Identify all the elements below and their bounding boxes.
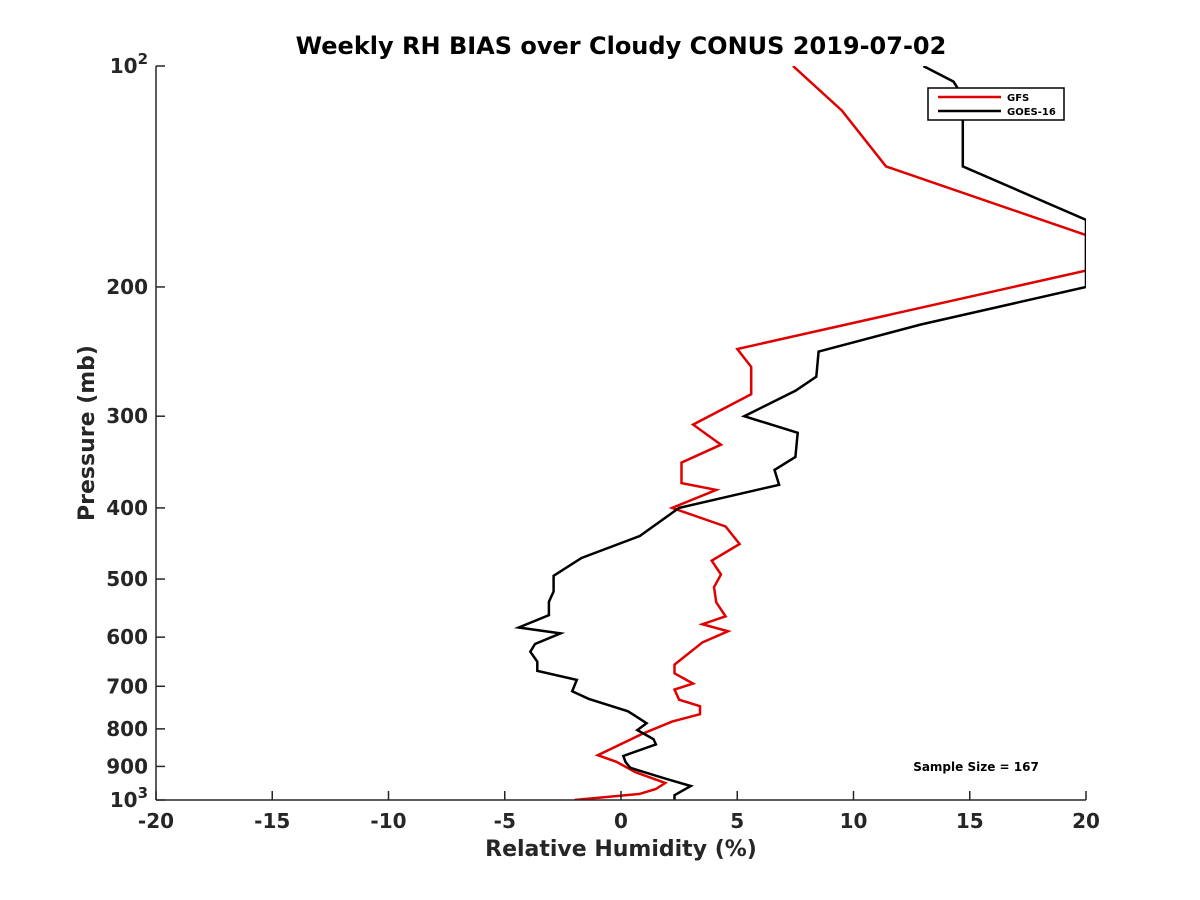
sample-size-annotation: Sample Size = 167 xyxy=(913,760,1039,774)
series-layer xyxy=(513,66,1086,800)
plot-area: -20 -15 -10 -5 0 5 10 15 20 102 200 300 400 500 600 70… xyxy=(106,50,1100,833)
x-tick-label: 0 xyxy=(614,809,628,833)
y-tick-label: 700 xyxy=(106,674,148,698)
y-ticks: 102 200 300 400 500 600 700 800 900 103 xyxy=(106,50,165,812)
series-line-goes16 xyxy=(513,66,1086,800)
legend-box xyxy=(927,87,1065,121)
series-line-gfs xyxy=(574,66,1086,800)
x-tick-label: 20 xyxy=(1072,809,1100,833)
y-tick-label: 200 xyxy=(106,275,148,299)
x-tick-label: 15 xyxy=(956,809,984,833)
x-axis-title: Relative Humidity (%) xyxy=(485,837,757,862)
x-tick-label: -20 xyxy=(138,809,174,833)
y-axis-title: Pressure (mb) xyxy=(75,345,100,521)
y-tick-label: 102 xyxy=(110,50,148,78)
y-tick-label: 300 xyxy=(106,404,148,428)
x-tick-label: -5 xyxy=(494,809,516,833)
y-tick-label: 103 xyxy=(110,784,148,812)
x-tick-label: -10 xyxy=(370,809,406,833)
y-tick-label: 400 xyxy=(106,496,148,520)
y-tick-label: 500 xyxy=(106,567,148,591)
x-tick-label: 5 xyxy=(730,809,744,833)
x-ticks: -20 -15 -10 -5 0 5 10 15 20 xyxy=(138,791,1100,833)
y-tick-label: 600 xyxy=(106,625,148,649)
legend: GFS GOES-16 xyxy=(927,87,1065,121)
plot-background xyxy=(156,66,1086,800)
x-tick-label: 10 xyxy=(840,809,868,833)
legend-label-goes16: GOES-16 xyxy=(1007,107,1056,118)
chart-title: Weekly RH BIAS over Cloudy CONUS 2019-07… xyxy=(296,32,947,60)
legend-label-gfs: GFS xyxy=(1007,93,1029,104)
y-tick-label: 900 xyxy=(106,754,148,778)
x-tick-label: -15 xyxy=(254,809,290,833)
y-tick-label: 800 xyxy=(106,717,148,741)
